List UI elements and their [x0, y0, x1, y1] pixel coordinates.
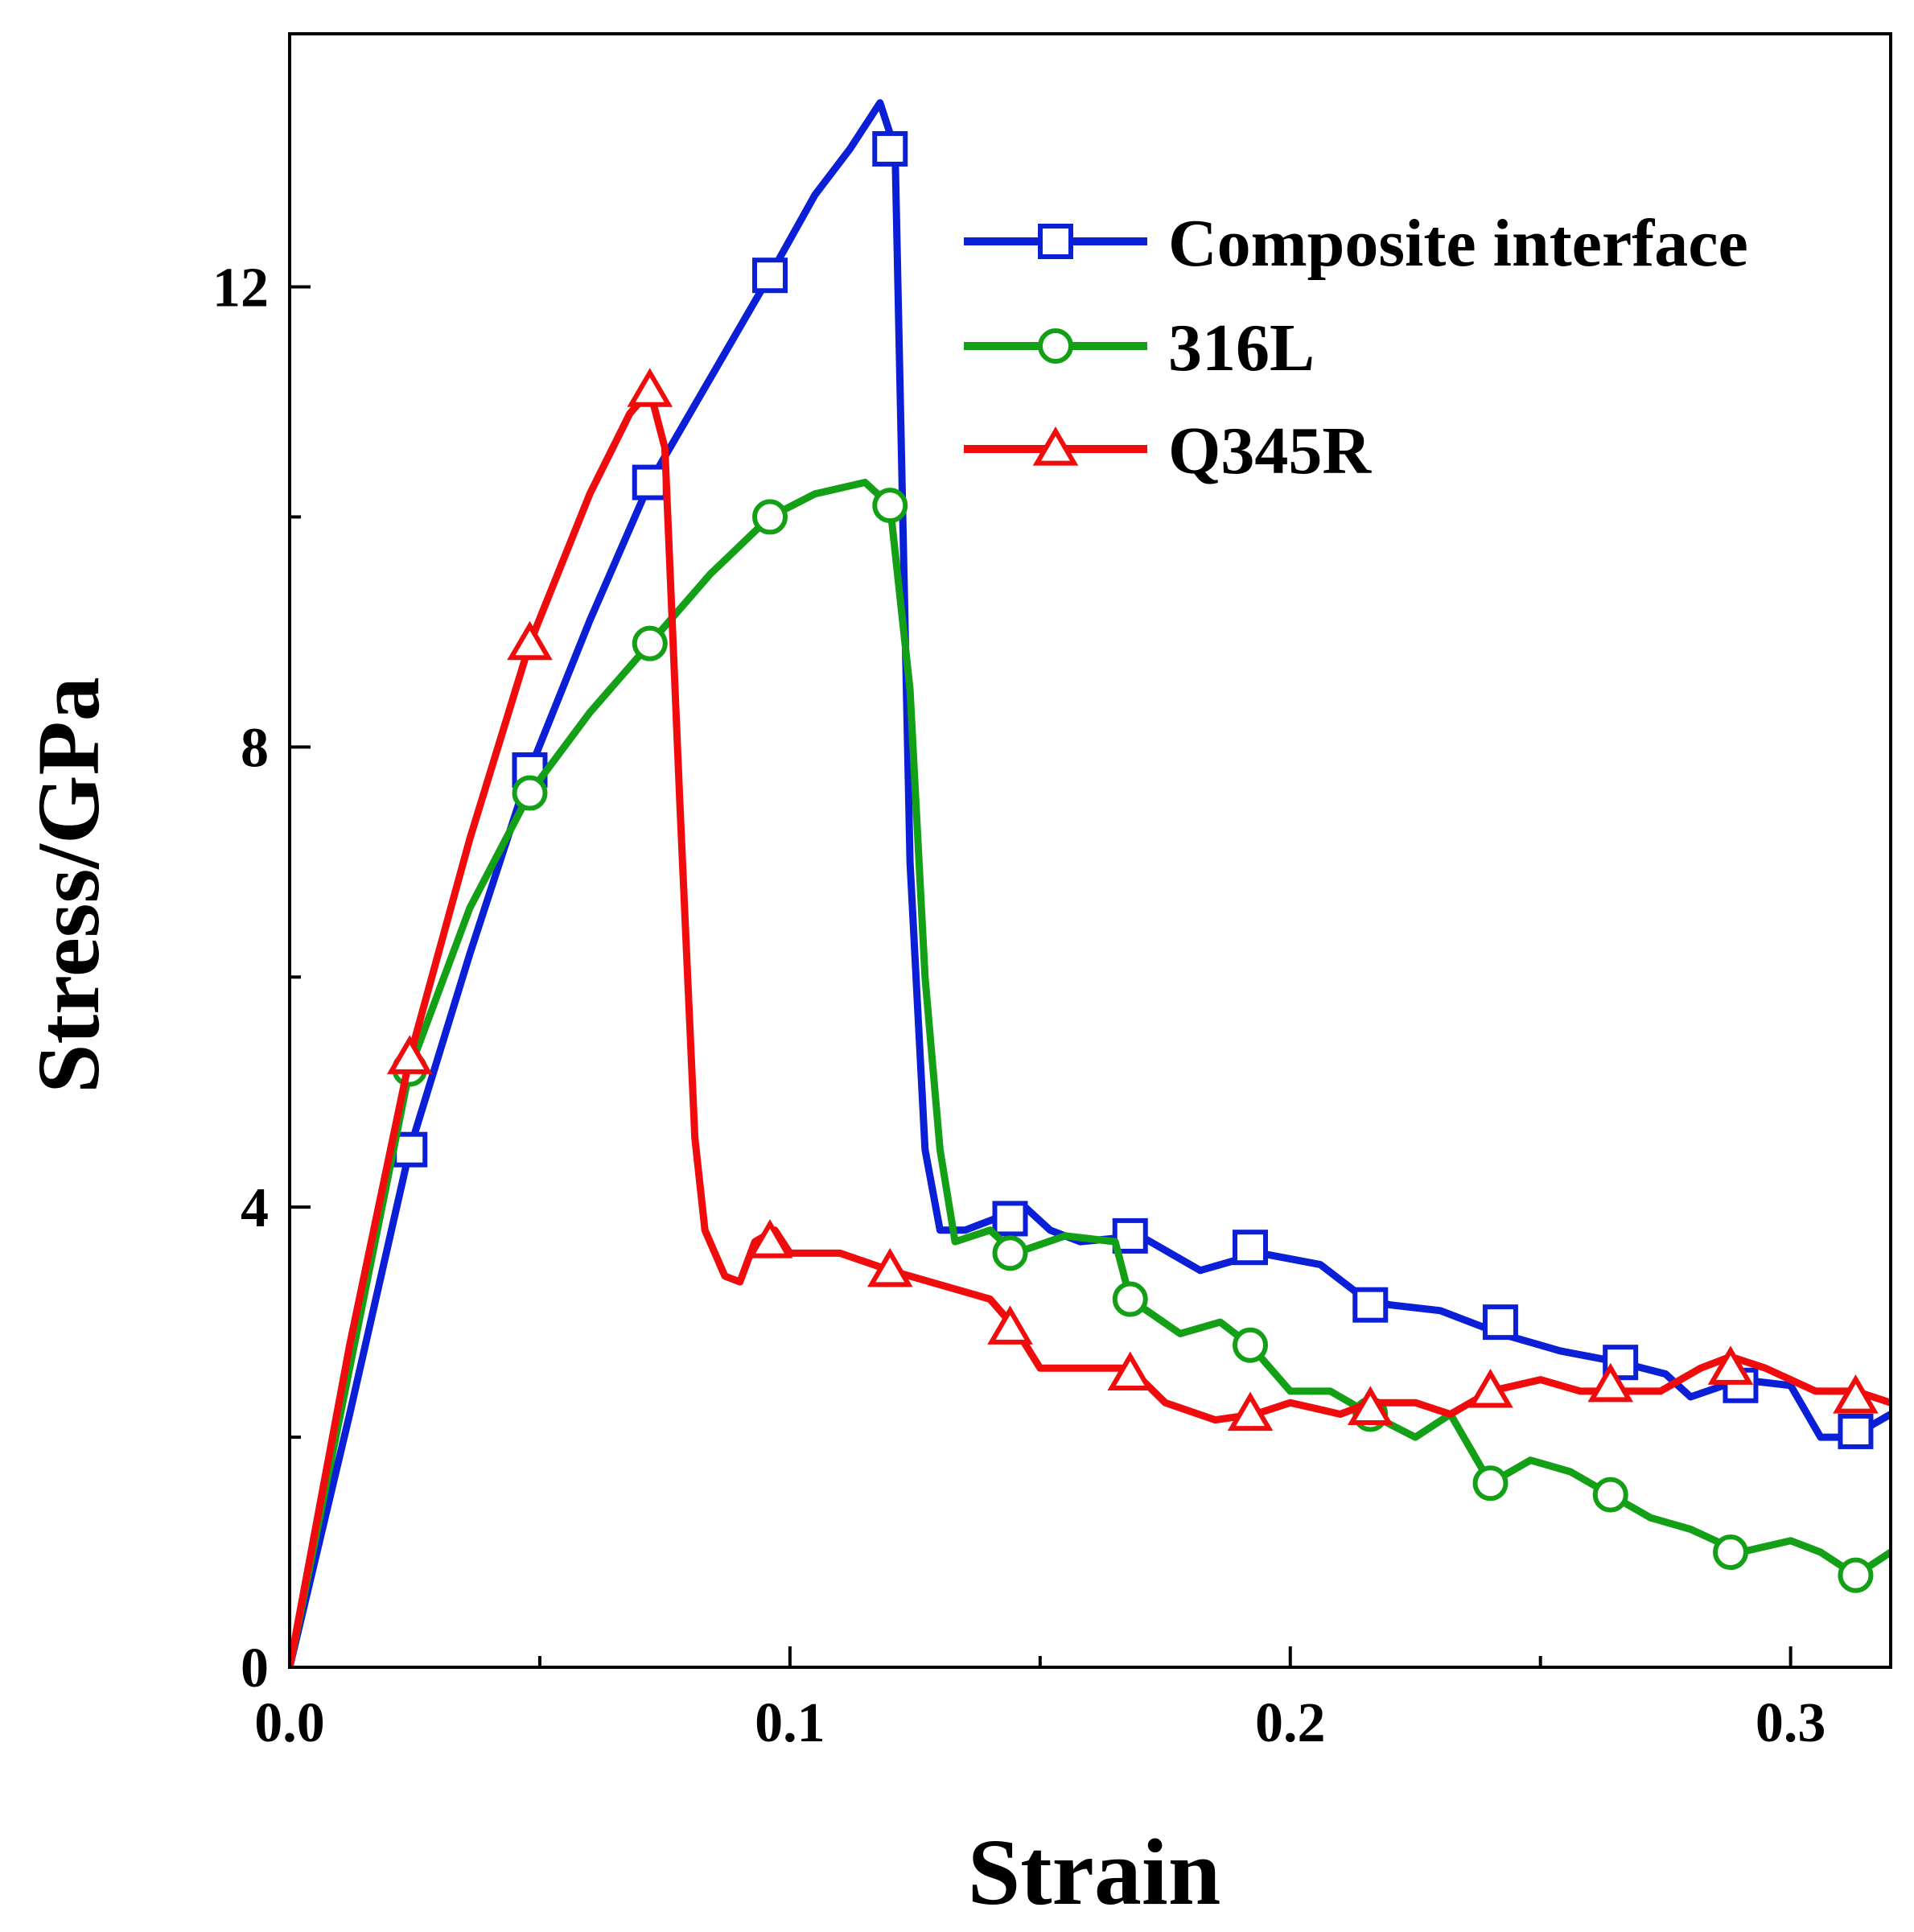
- legend-label-q345r: Q345R: [1168, 414, 1372, 488]
- data-point-316l: [752, 499, 788, 535]
- legend-marker-316l: [1038, 328, 1073, 364]
- legend-item-316l: 316L: [964, 311, 1315, 385]
- data-point-composite-interface: [992, 1201, 1028, 1237]
- data-point-composite-interface: [752, 257, 788, 294]
- data-point-316l: [872, 488, 908, 524]
- data-point-q345r: [1707, 1345, 1754, 1385]
- data-point-q345r: [627, 368, 673, 407]
- y-tick-label: 8: [241, 717, 269, 779]
- data-point-q345r: [386, 1035, 433, 1074]
- data-point-composite-interface: [1482, 1304, 1518, 1341]
- legend-marker-q345r: [1032, 426, 1079, 466]
- data-point-composite-interface: [1838, 1413, 1874, 1449]
- data-point-q345r: [507, 620, 553, 661]
- series-composite-interface: [290, 99, 1891, 1667]
- data-point-composite-interface: [1352, 1287, 1389, 1323]
- data-point-q345r: [1347, 1386, 1393, 1425]
- data-point-316l: [1472, 1465, 1509, 1502]
- data-point-composite-interface: [872, 130, 908, 167]
- data-point-q345r: [1833, 1374, 1879, 1414]
- data-point-316l: [512, 775, 548, 811]
- axes-layer: 0.0 0.1 0.2 0.3 0 4 8 12: [212, 32, 1892, 1754]
- y-tick-label: 4: [241, 1177, 269, 1239]
- y-tick-label: 12: [212, 257, 269, 319]
- data-point-q345r: [1587, 1362, 1634, 1403]
- data-point-composite-interface: [1112, 1217, 1148, 1254]
- data-point-q345r: [747, 1219, 793, 1258]
- x-tick-label: 0.0: [254, 1692, 325, 1754]
- plot-frame: [288, 32, 1892, 1669]
- data-point-316l: [1112, 1281, 1148, 1317]
- data-point-316l: [1838, 1557, 1874, 1593]
- legend: Composite interface 316L Q345R: [964, 206, 1748, 488]
- x-tick-label: 0.3: [1756, 1692, 1826, 1754]
- legend-item-composite-interface: Composite interface: [964, 206, 1748, 281]
- data-point-composite-interface: [632, 464, 668, 501]
- y-axis-label: Stress/GPa: [19, 677, 117, 1093]
- legend-item-q345r: Q345R: [964, 414, 1372, 488]
- x-tick-label: 0.2: [1255, 1692, 1326, 1754]
- data-point-316l: [1233, 1327, 1268, 1363]
- data-point-q345r: [1467, 1368, 1513, 1408]
- data-point-316l: [632, 625, 668, 661]
- x-tick-label: 0.1: [755, 1692, 825, 1754]
- data-point-composite-interface: [1233, 1230, 1268, 1266]
- legend-label-316l: 316L: [1168, 311, 1315, 385]
- data-point-q345r: [1227, 1391, 1274, 1431]
- legend-marker-composite-interface: [1038, 224, 1073, 259]
- data-point-q345r: [987, 1305, 1033, 1345]
- series-layer: [290, 99, 1891, 1667]
- legend-label-composite-interface: Composite interface: [1168, 206, 1748, 281]
- series-line-316l: [290, 479, 1891, 1667]
- x-axis-label: Strain: [968, 1819, 1221, 1925]
- y-tick-label: 0: [241, 1637, 269, 1699]
- data-point-316l: [1592, 1477, 1628, 1513]
- series-q345r: [290, 368, 1891, 1667]
- data-point-q345r: [1107, 1351, 1154, 1391]
- data-point-316l: [1713, 1534, 1748, 1571]
- data-point-q345r: [866, 1247, 913, 1287]
- data-point-316l: [992, 1235, 1028, 1271]
